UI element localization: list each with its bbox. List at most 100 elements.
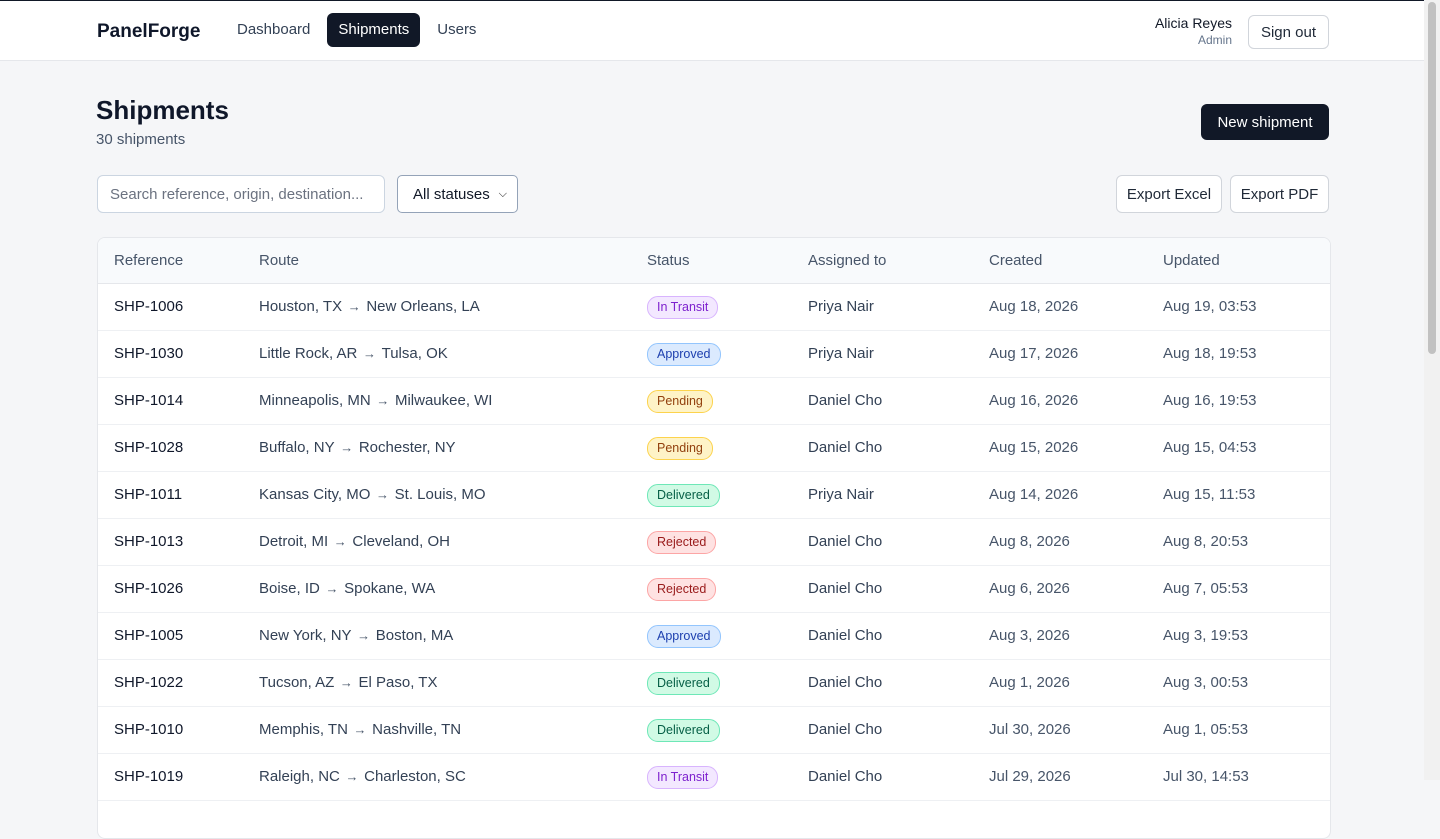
table-row[interactable]: SHP-1005 New York, NY → Boston, MA Approve…: [98, 613, 1330, 660]
cell-updated: Aug 3, 00:53: [1163, 674, 1249, 691]
cell-route: Detroit, MI → Cleveland, OH: [259, 533, 450, 550]
brand-logo[interactable]: PanelForge: [97, 21, 201, 42]
cell-created: Jul 29, 2026: [989, 768, 1071, 785]
arrow-right-icon: →: [349, 722, 371, 737]
user-role: Admin: [1197, 33, 1232, 47]
page-scrollbar[interactable]: [1424, 0, 1440, 780]
cell-created: Aug 16, 2026: [989, 392, 1079, 409]
column-header-updated[interactable]: Updated: [1163, 252, 1220, 269]
arrow-right-icon: →: [372, 487, 393, 502]
cell-created: Aug 14, 2026: [989, 486, 1079, 503]
cell-route: Minneapolis, MN → Milwaukee, WI: [259, 392, 492, 409]
cell-updated: Aug 16, 19:53: [1163, 392, 1257, 409]
arrow-right-icon: →: [359, 346, 380, 361]
status-badge: Delivered: [647, 719, 720, 742]
chevron-down-icon: ⌵: [498, 187, 507, 200]
cell-reference[interactable]: SHP-1028: [114, 439, 184, 456]
route-origin: New York, NY: [259, 627, 352, 644]
route-destination: Milwaukee, WI: [394, 392, 493, 409]
cell-created: Jul 30, 2026: [989, 721, 1071, 738]
cell-updated: Aug 8, 20:53: [1163, 533, 1249, 550]
cell-route: Raleigh, NC → Charleston, SC: [259, 768, 466, 785]
cell-updated: Aug 15, 11:53: [1163, 486, 1256, 503]
cell-updated: Aug 7, 05:53: [1163, 580, 1249, 597]
cell-route: Buffalo, NY → Rochester, NY: [259, 439, 456, 456]
cell-updated: Aug 19, 03:53: [1163, 298, 1257, 315]
nav-item-users[interactable]: Users: [437, 21, 477, 38]
cell-route: New York, NY → Boston, MA: [259, 627, 453, 644]
cell-reference[interactable]: SHP-1011: [114, 486, 183, 503]
nav-item-shipments[interactable]: Shipments: [327, 13, 421, 47]
export-pdf-button[interactable]: Export PDF: [1230, 175, 1329, 213]
status-badge: In Transit: [647, 296, 719, 319]
route-destination: Rochester, NY: [358, 439, 456, 456]
cell-assigned-to: Daniel Cho: [808, 627, 883, 644]
arrow-right-icon: →: [336, 675, 357, 690]
cell-updated: Aug 18, 19:53: [1163, 345, 1257, 362]
cell-reference[interactable]: SHP-1010: [114, 721, 184, 738]
new-shipment-button[interactable]: New shipment: [1201, 104, 1329, 140]
cell-reference[interactable]: SHP-1030: [114, 345, 184, 362]
cell-assigned-to: Priya Nair: [808, 486, 874, 503]
column-header-status[interactable]: Status: [647, 252, 690, 269]
cell-reference[interactable]: SHP-1005: [114, 627, 184, 644]
table-row[interactable]: SHP-1026 Boise, ID → Spokane, WA Rejected D…: [98, 566, 1330, 613]
cell-assigned-to: Daniel Cho: [808, 439, 883, 456]
column-header-reference[interactable]: Reference: [114, 252, 184, 269]
export-excel-button[interactable]: Export Excel: [1116, 175, 1222, 213]
cell-created: Aug 8, 2026: [989, 533, 1070, 550]
route-origin: Little Rock, AR: [259, 345, 358, 362]
cell-created: Aug 3, 2026: [989, 627, 1070, 644]
status-badge: Pending: [647, 390, 713, 413]
cell-created: Aug 15, 2026: [989, 439, 1079, 456]
cell-created: Aug 1, 2026: [989, 674, 1070, 691]
route-destination: Tulsa, OK: [381, 345, 448, 362]
cell-assigned-to: Daniel Cho: [808, 721, 883, 738]
table-row[interactable]: SHP-1014 Minneapolis, MN → Milwaukee, WI P…: [98, 378, 1330, 425]
table-row[interactable]: SHP-1028 Buffalo, NY → Rochester, NY Pendi…: [98, 425, 1330, 472]
cell-created: Aug 6, 2026: [989, 580, 1070, 597]
cell-assigned-to: Daniel Cho: [808, 392, 883, 409]
top-navbar: PanelForge Dashboard Shipments Users Ali…: [0, 0, 1424, 61]
status-badge: Approved: [647, 625, 721, 648]
table-row[interactable]: SHP-1013 Detroit, MI → Cleveland, OH Rejec…: [98, 519, 1330, 566]
route-origin: Memphis, TN: [259, 721, 348, 738]
cell-assigned-to: Daniel Cho: [808, 768, 883, 785]
status-filter-value: All statuses: [413, 185, 490, 203]
cell-updated: Aug 1, 05:53: [1163, 721, 1249, 738]
route-origin: Raleigh, NC: [259, 768, 340, 785]
cell-reference[interactable]: SHP-1006: [114, 298, 184, 315]
status-badge: In Transit: [647, 766, 719, 789]
page-title: Shipments: [96, 95, 229, 125]
table-row[interactable]: SHP-1006 Houston, TX → New Orleans, LA In …: [98, 284, 1330, 331]
shipments-table: Reference Route Status Assigned to Creat…: [97, 237, 1331, 839]
nav-item-dashboard[interactable]: Dashboard: [237, 21, 311, 38]
main-nav: Dashboard Shipments Users: [226, 13, 487, 47]
table-row[interactable]: SHP-1030 Little Rock, AR → Tulsa, OK Appro…: [98, 331, 1330, 378]
cell-reference[interactable]: SHP-1014: [114, 392, 184, 409]
scrollbar-thumb[interactable]: [1428, 2, 1436, 354]
column-header-assigned-to[interactable]: Assigned to: [808, 252, 887, 269]
table-row[interactable]: SHP-1022 Tucson, AZ → El Paso, TX Delivere…: [98, 660, 1330, 707]
search-input[interactable]: [97, 175, 385, 213]
route-destination: Charleston, SC: [364, 768, 466, 785]
cell-reference[interactable]: SHP-1013: [114, 533, 184, 550]
cell-reference[interactable]: SHP-1022: [114, 674, 184, 691]
route-destination: St. Louis, MO: [394, 486, 486, 503]
user-info: Alicia Reyes Admin: [1155, 14, 1232, 48]
table-row[interactable]: SHP-1010 Memphis, TN → Nashville, TN Deliv…: [98, 707, 1330, 754]
cell-reference[interactable]: SHP-1026: [114, 580, 184, 597]
arrow-right-icon: →: [372, 393, 393, 408]
sign-out-button[interactable]: Sign out: [1248, 15, 1329, 49]
cell-reference[interactable]: SHP-1019: [114, 768, 184, 785]
status-badge: Pending: [647, 437, 713, 460]
table-row[interactable]: SHP-1019 Raleigh, NC → Charleston, SC In T…: [98, 754, 1330, 801]
status-filter-select[interactable]: All statuses ⌵: [397, 175, 518, 213]
status-badge: Approved: [647, 343, 721, 366]
column-header-created[interactable]: Created: [989, 252, 1043, 269]
cell-route: Tucson, AZ → El Paso, TX: [259, 674, 437, 691]
cell-updated: Aug 15, 04:53: [1163, 439, 1257, 456]
table-row[interactable]: SHP-1011 Kansas City, MO → St. Louis, MO D…: [98, 472, 1330, 519]
arrow-right-icon: →: [344, 299, 365, 314]
column-header-route[interactable]: Route: [259, 252, 300, 269]
